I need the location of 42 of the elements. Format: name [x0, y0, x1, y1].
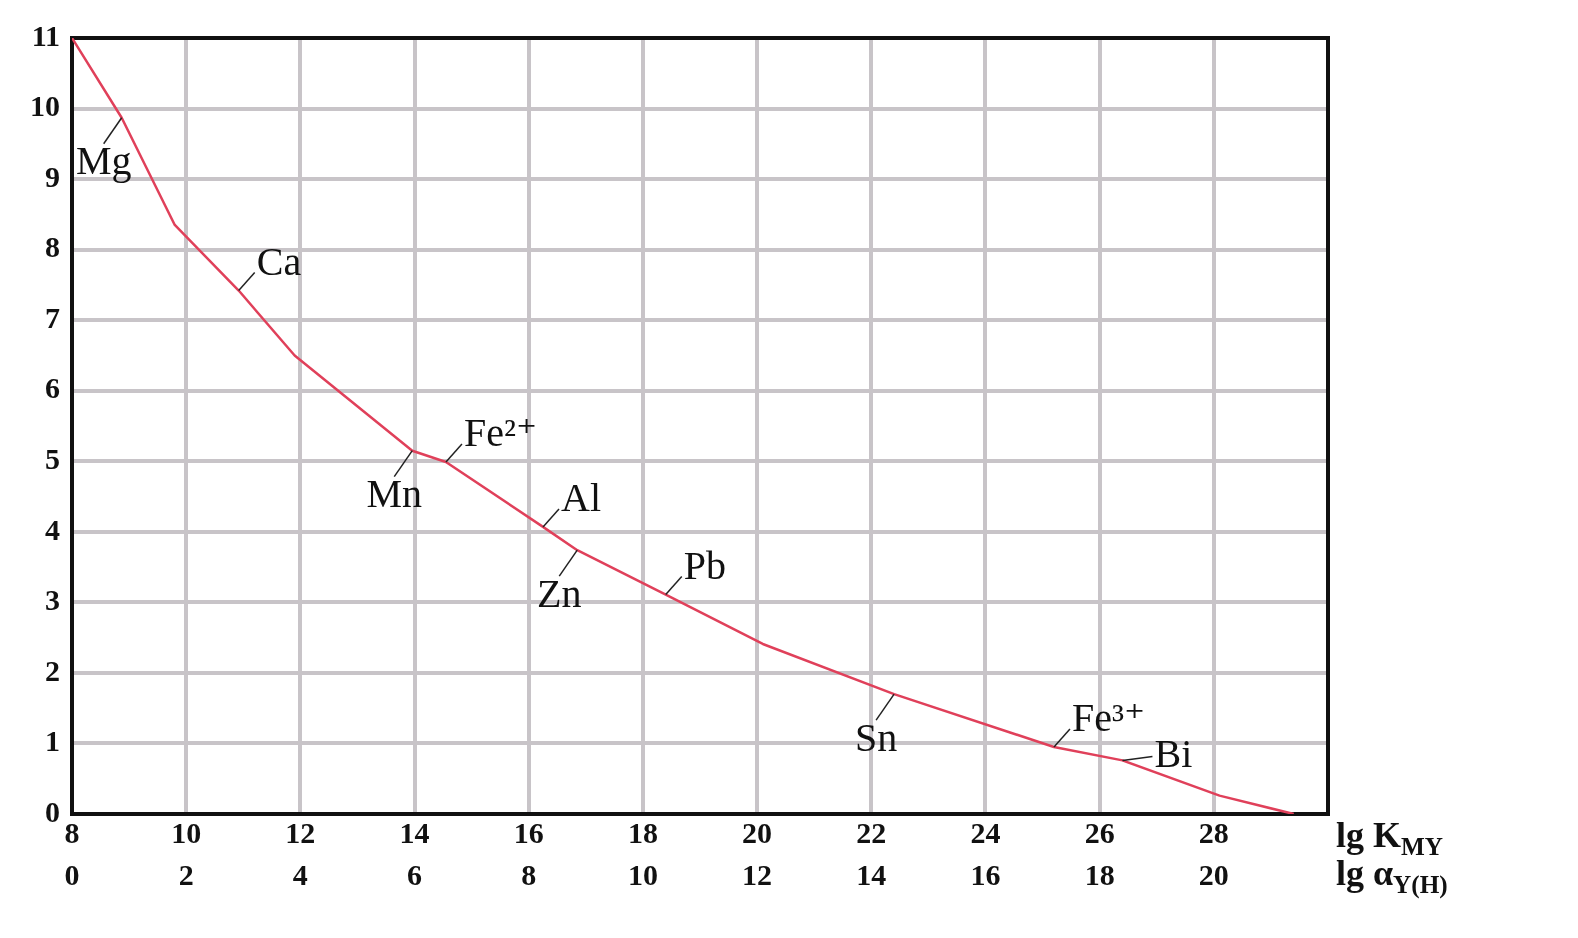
y-tick-label: 2: [45, 653, 60, 687]
annotation: Pb: [683, 543, 726, 589]
annotation: Bi: [1154, 730, 1193, 776]
annotation: Fe²⁺: [463, 410, 538, 456]
y-tick-label: 4: [45, 512, 60, 546]
y-tick-label: 5: [45, 442, 60, 476]
x2-tick-label: 12: [742, 857, 773, 891]
y-tick-label: 0: [45, 794, 60, 828]
annotation: Zn: [537, 570, 582, 616]
annotation: Ca: [256, 239, 302, 285]
x2-tick-label: 18: [1084, 857, 1115, 891]
y-tick-label: 11: [31, 18, 60, 52]
annotation: Mn: [366, 471, 423, 517]
x-tick-label: 12: [285, 815, 316, 849]
x2-tick-label: 10: [627, 857, 658, 891]
y-tick-label: 8: [45, 230, 60, 264]
y-tick-label: 3: [45, 583, 60, 617]
y-tick-label: 6: [45, 371, 60, 405]
x2-tick-label: 4: [292, 857, 308, 891]
x-tick-label: 28: [1198, 815, 1229, 849]
x-tick-label: 10: [171, 815, 202, 849]
annotation: Sn: [854, 714, 898, 760]
x-tick-label: 24: [970, 815, 1001, 849]
x2-tick-label: 14: [856, 857, 887, 891]
y-tick-label: 1: [45, 724, 60, 758]
x-tick-label: 14: [399, 815, 430, 849]
annotation: Al: [561, 475, 601, 521]
annotation: Mg: [75, 138, 132, 184]
y-tick-label: 9: [45, 159, 60, 193]
x-tick-label: 20: [742, 815, 773, 849]
x2-tick-label: 16: [970, 857, 1001, 891]
annotation: Fe³⁺: [1071, 695, 1146, 741]
x-tick-label: 26: [1084, 815, 1115, 849]
x-tick-label: 22: [856, 815, 887, 849]
x2-tick-label: 20: [1198, 857, 1229, 891]
x2-tick-label: 8: [521, 857, 537, 891]
x2-tick-label: 2: [178, 857, 194, 891]
y-tick-label: 10: [30, 89, 60, 123]
y-tick-label: 7: [45, 300, 60, 334]
x2-tick-label: 6: [407, 857, 423, 891]
x-tick-label: 18: [627, 815, 658, 849]
x-tick-label: 16: [513, 815, 544, 849]
